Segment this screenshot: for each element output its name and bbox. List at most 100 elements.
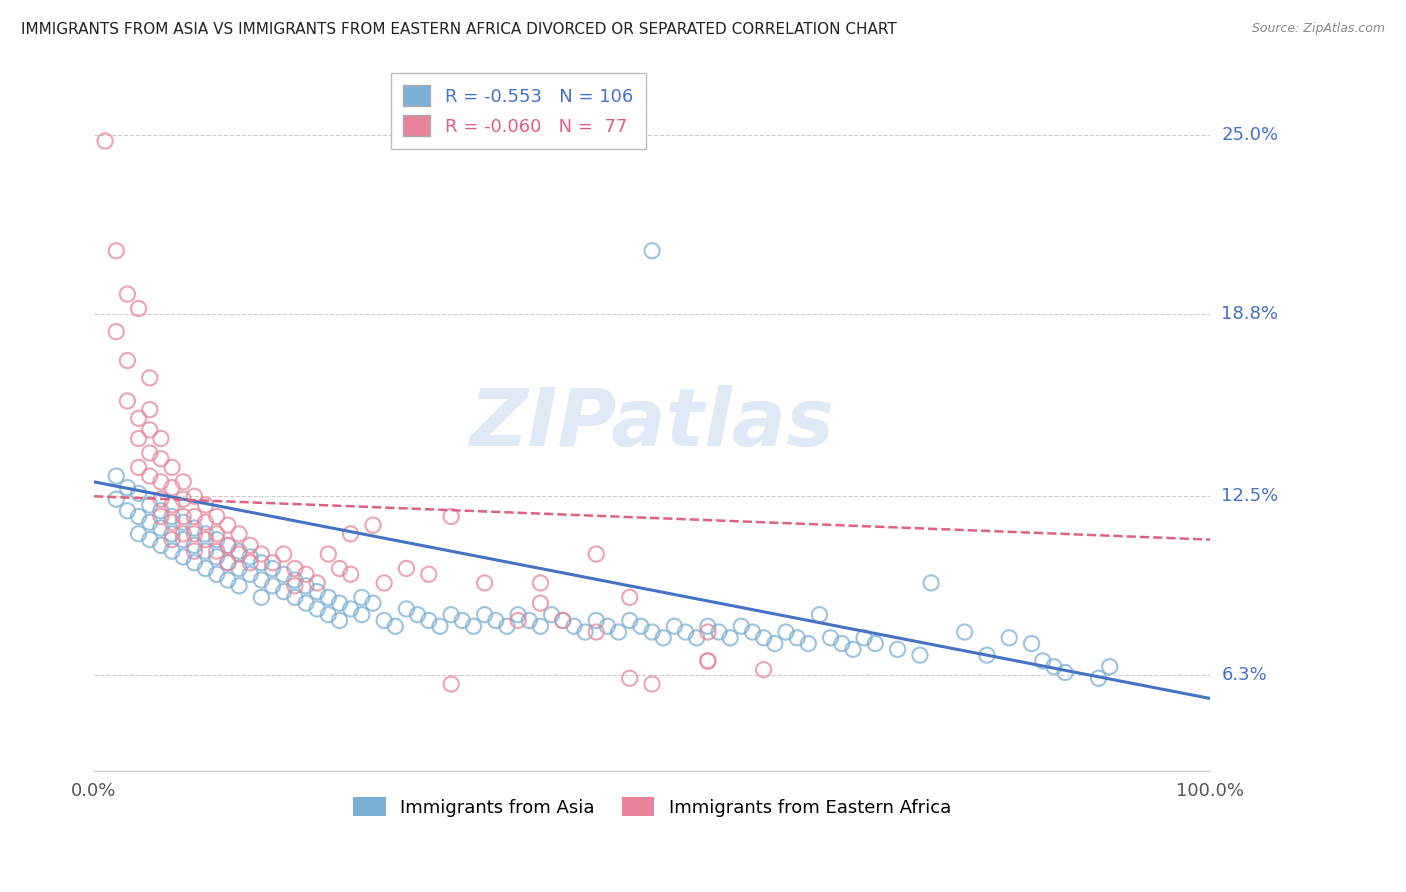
Point: [797, 637, 820, 651]
Point: [318, 591, 340, 605]
Point: [194, 516, 217, 530]
Point: [350, 607, 373, 622]
Point: [574, 625, 596, 640]
Point: [228, 526, 250, 541]
Point: [786, 631, 808, 645]
Point: [328, 561, 350, 575]
Point: [228, 547, 250, 561]
Point: [307, 576, 329, 591]
Point: [172, 492, 194, 507]
Point: [250, 573, 273, 587]
Point: [160, 460, 183, 475]
Point: [373, 576, 395, 591]
Point: [429, 619, 451, 633]
Point: [139, 533, 162, 547]
Point: [752, 663, 775, 677]
Point: [183, 521, 205, 535]
Point: [529, 596, 551, 610]
Point: [160, 533, 183, 547]
Point: [463, 619, 485, 633]
Point: [406, 607, 429, 622]
Point: [418, 567, 440, 582]
Point: [194, 561, 217, 575]
Point: [529, 619, 551, 633]
Point: [318, 547, 340, 561]
Point: [205, 567, 228, 582]
Point: [295, 567, 318, 582]
Point: [1043, 659, 1066, 673]
Point: [1054, 665, 1077, 680]
Point: [117, 394, 139, 409]
Point: [630, 619, 652, 633]
Point: [128, 486, 150, 500]
Point: [228, 579, 250, 593]
Point: [496, 619, 519, 633]
Point: [641, 677, 664, 691]
Point: [205, 526, 228, 541]
Point: [217, 518, 239, 533]
Point: [295, 596, 318, 610]
Point: [307, 602, 329, 616]
Text: 12.5%: 12.5%: [1222, 487, 1278, 505]
Point: [361, 596, 384, 610]
Point: [517, 614, 540, 628]
Point: [506, 607, 529, 622]
Point: [707, 625, 730, 640]
Point: [562, 619, 585, 633]
Point: [149, 432, 172, 446]
Point: [1032, 654, 1054, 668]
Point: [953, 625, 976, 640]
Point: [128, 432, 150, 446]
Point: [172, 509, 194, 524]
Point: [808, 607, 831, 622]
Point: [1087, 671, 1109, 685]
Point: [94, 134, 117, 148]
Point: [696, 619, 718, 633]
Point: [217, 556, 239, 570]
Point: [239, 549, 262, 564]
Point: [485, 614, 508, 628]
Point: [128, 460, 150, 475]
Point: [551, 614, 574, 628]
Point: [664, 619, 686, 633]
Point: [149, 475, 172, 489]
Point: [160, 526, 183, 541]
Point: [128, 509, 150, 524]
Point: [217, 538, 239, 552]
Point: [284, 591, 307, 605]
Point: [295, 579, 318, 593]
Point: [865, 637, 887, 651]
Point: [718, 631, 741, 645]
Point: [250, 556, 273, 570]
Point: [273, 547, 295, 561]
Point: [149, 504, 172, 518]
Point: [585, 625, 607, 640]
Point: [160, 509, 183, 524]
Point: [373, 614, 395, 628]
Point: [205, 549, 228, 564]
Point: [920, 576, 942, 591]
Point: [998, 631, 1021, 645]
Point: [139, 469, 162, 483]
Point: [596, 619, 619, 633]
Point: [540, 607, 562, 622]
Point: [696, 654, 718, 668]
Point: [551, 614, 574, 628]
Point: [696, 654, 718, 668]
Point: [149, 451, 172, 466]
Point: [619, 591, 641, 605]
Point: [117, 504, 139, 518]
Point: [250, 591, 273, 605]
Point: [217, 573, 239, 587]
Point: [440, 677, 463, 691]
Point: [217, 538, 239, 552]
Point: [273, 584, 295, 599]
Point: [139, 446, 162, 460]
Point: [128, 301, 150, 316]
Point: [284, 561, 307, 575]
Point: [842, 642, 865, 657]
Point: [149, 492, 172, 507]
Point: [239, 556, 262, 570]
Point: [172, 533, 194, 547]
Point: [262, 556, 284, 570]
